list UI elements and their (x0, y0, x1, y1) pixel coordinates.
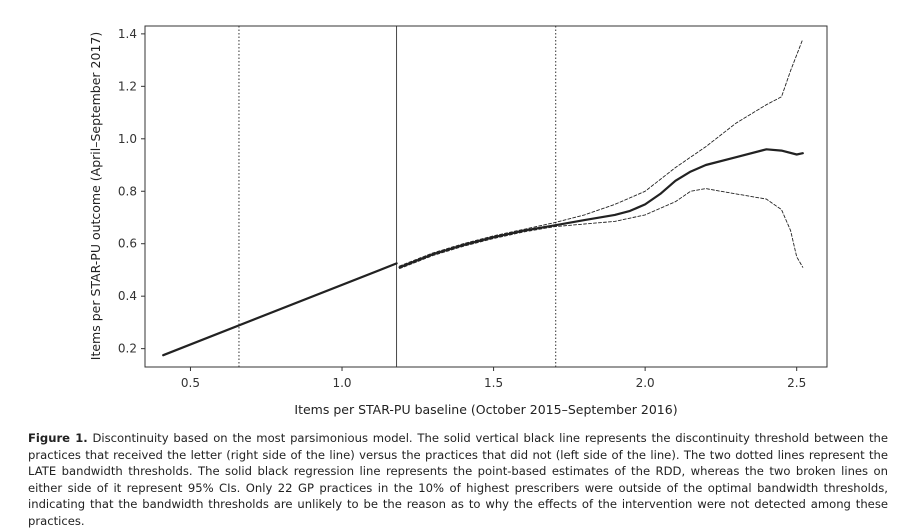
y-axis-label: Items per STAR-PU outcome (April–Septemb… (88, 32, 103, 360)
series-right (398, 148, 804, 269)
y-axis-ticks: 0.2 0.4 0.6 0.8 1.0 1.2 1.4 (118, 27, 145, 356)
x-tick-label: 0.5 (181, 376, 200, 390)
series-lines (162, 38, 804, 357)
y-tick-label: 0.4 (118, 289, 137, 303)
x-axis-label: Items per STAR-PU baseline (October 2015… (294, 402, 677, 417)
y-tick-label: 0.8 (118, 184, 137, 198)
y-tick-label: 1.2 (118, 79, 137, 93)
x-tick-label: 2.5 (787, 376, 806, 390)
series-lower-ci (399, 188, 804, 270)
chart: 0.5 1.0 1.5 2.0 2.5 0.2 0.4 0.6 0.8 1.0 1.2 1.4 It… (88, 25, 828, 417)
y-tick-label: 1.0 (118, 132, 137, 146)
x-tick-label: 1.5 (484, 376, 503, 390)
caption-text: Discontinuity based on the most parsimon… (28, 431, 888, 528)
plot-frame (144, 25, 828, 368)
x-tick-label: 1.0 (332, 376, 351, 390)
y-tick-label: 1.4 (118, 27, 137, 41)
x-tick-label: 2.0 (636, 376, 655, 390)
y-tick-label: 0.2 (118, 342, 137, 356)
vertical-lines (238, 26, 557, 367)
series-left (162, 262, 398, 357)
caption-label: Figure 1. (28, 431, 88, 445)
y-tick-label: 0.6 (118, 237, 137, 251)
x-axis-ticks: 0.5 1.0 1.5 2.0 2.5 (181, 367, 806, 390)
series-upper-ci (399, 38, 804, 267)
figure-caption: Figure 1. Discontinuity based on the mos… (28, 430, 888, 529)
